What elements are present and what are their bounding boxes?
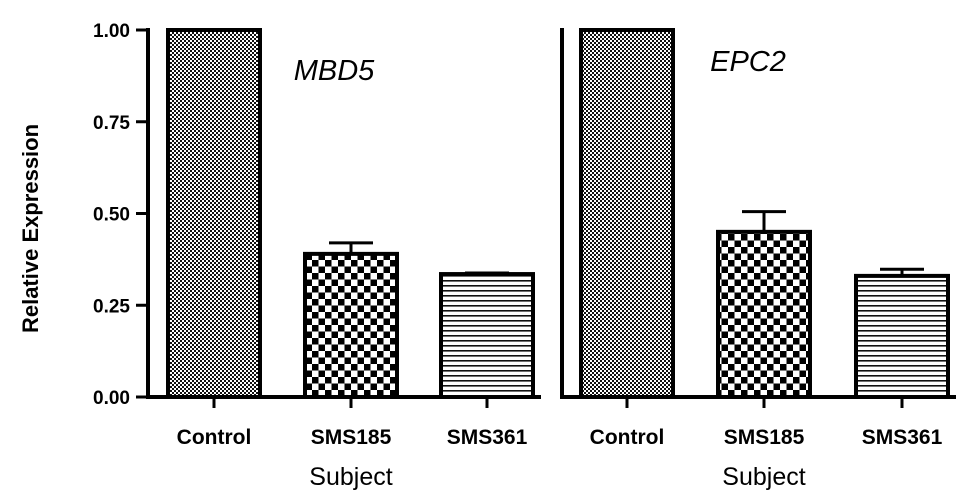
bar-epc2-sms185	[716, 229, 812, 399]
y-tick-label-0-50: 0.50	[93, 205, 130, 226]
y-tick-label-0-00: 0.00	[93, 388, 130, 409]
x-axis-title-epc2: Subject	[722, 463, 805, 491]
x-tick-label-mbd5-sms185: SMS185	[311, 426, 392, 449]
bar-epc2-sms361	[854, 273, 950, 400]
chart-title-mbd5: MBD5	[294, 55, 375, 87]
x-tick-label-mbd5-control: Control	[177, 426, 252, 449]
bar-mbd5-sms361	[439, 272, 535, 399]
bar-mbd5-sms185	[303, 251, 399, 399]
y-tick-label-1-00: 1.00	[93, 21, 130, 42]
bar-epc2-control	[579, 28, 675, 399]
y-tick-label-0-25: 0.25	[93, 296, 130, 317]
y-axis-title: Relative Expression	[18, 124, 43, 333]
y-tick-label-0-75: 0.75	[93, 113, 130, 134]
x-tick-label-mbd5-sms361: SMS361	[447, 426, 528, 449]
x-axis-title-mbd5: Subject	[309, 463, 392, 491]
x-tick-label-epc2-control: Control	[590, 426, 665, 449]
x-tick-label-epc2-sms185: SMS185	[724, 426, 805, 449]
x-tick-label-epc2-sms361: SMS361	[862, 426, 943, 449]
bar-mbd5-control	[166, 28, 262, 399]
chart-title-epc2: EPC2	[710, 46, 786, 78]
